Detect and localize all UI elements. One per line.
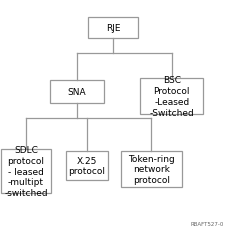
FancyBboxPatch shape — [140, 79, 202, 114]
Text: RBAFT527-0: RBAFT527-0 — [189, 221, 223, 226]
FancyBboxPatch shape — [1, 149, 51, 193]
Text: Token-ring
network
protocol: Token-ring network protocol — [128, 154, 174, 184]
Text: RJE: RJE — [105, 24, 120, 33]
Text: X.25
protocol: X.25 protocol — [68, 156, 105, 175]
FancyBboxPatch shape — [65, 152, 108, 180]
FancyBboxPatch shape — [50, 81, 104, 103]
Text: SDLC
protocol
- leased
-multipt
-switched: SDLC protocol - leased -multipt -switche… — [4, 146, 48, 197]
Text: BSC
Protocol
-Leased
-Switched: BSC Protocol -Leased -Switched — [149, 76, 193, 117]
FancyBboxPatch shape — [120, 152, 181, 187]
FancyBboxPatch shape — [88, 17, 137, 39]
Text: SNA: SNA — [67, 87, 86, 96]
